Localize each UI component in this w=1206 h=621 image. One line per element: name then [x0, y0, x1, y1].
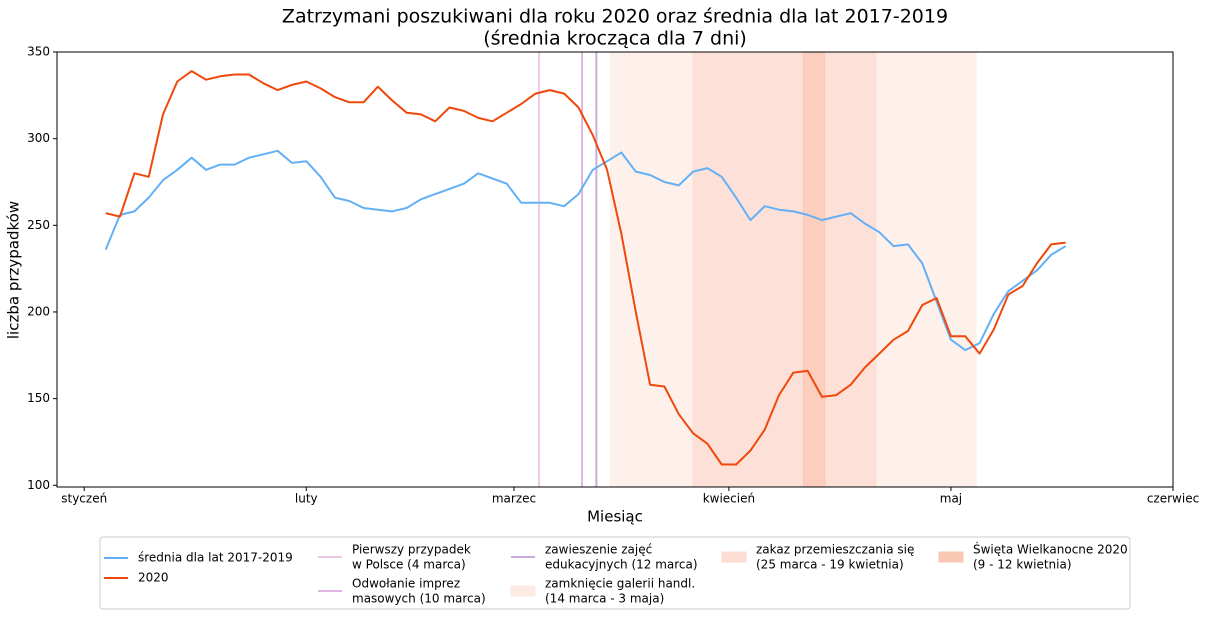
y-tick-label: 150	[27, 391, 50, 405]
x-tick-label: styczeń	[61, 492, 107, 506]
legend-label: Święta Wielkanocne 2020	[973, 542, 1128, 557]
series-line	[104, 149, 1067, 352]
legend-label: (25 marca - 19 kwietnia)	[756, 558, 904, 572]
legend-label: zakaz przemieszczania się	[756, 543, 914, 557]
legend-swatch	[938, 551, 964, 563]
legend-swatch	[510, 585, 536, 597]
chart-title: Zatrzymani poszukiwani dla roku 2020 ora…	[282, 6, 948, 28]
chart-subtitle: (średnia krocząca dla 7 dni)	[483, 28, 747, 50]
legend-label: Pierwszy przypadek	[352, 543, 471, 557]
y-tick-label: 250	[27, 218, 50, 232]
shaded-period	[692, 51, 877, 488]
y-tick-label: 300	[27, 131, 50, 145]
legend-label: w Polsce (4 marca)	[352, 558, 466, 572]
legend-label: (9 - 12 kwietnia)	[973, 558, 1072, 572]
legend-swatch	[721, 551, 747, 563]
legend-box	[99, 536, 1131, 610]
legend-label: edukacyjnych (12 marca)	[545, 558, 698, 572]
shaded-period	[802, 51, 826, 488]
x-tick-label: maj	[940, 492, 962, 506]
legend-label: Odwołanie imprez	[352, 577, 460, 591]
x-tick-label: luty	[295, 492, 318, 506]
y-tick-label: 350	[27, 45, 50, 59]
legend-label: średnia dla lat 2017-2019	[138, 551, 293, 565]
x-tick-label: czerwiec	[1147, 492, 1199, 506]
series-line	[105, 70, 1066, 466]
x-tick-label: marzec	[492, 492, 536, 506]
x-tick-label: kwiecień	[703, 492, 755, 506]
y-tick-label: 100	[27, 478, 50, 492]
legend-label: zamknięcie galerii handl.	[545, 577, 695, 591]
x-axis-label: Miesiąc	[587, 508, 643, 526]
y-tick-label: 200	[27, 304, 50, 318]
legend-label: (14 marca - 3 maja)	[545, 592, 664, 606]
legend-label: 2020	[138, 571, 169, 585]
legend-label: masowych (10 marca)	[352, 592, 486, 606]
y-axis-label: liczba przypadków	[5, 201, 23, 339]
plot-frame	[56, 51, 1174, 488]
legend-label: zawieszenie zajęć	[545, 543, 652, 557]
